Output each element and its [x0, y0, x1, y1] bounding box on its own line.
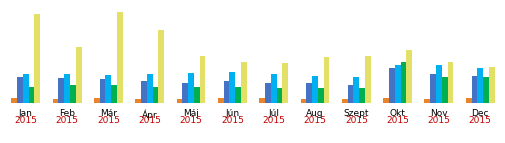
Bar [312, 76, 317, 103]
Text: 2015: 2015 [221, 116, 243, 125]
Bar [400, 62, 406, 103]
Bar [34, 14, 40, 103]
Text: Nov: Nov [429, 109, 447, 118]
Bar [276, 88, 282, 103]
Text: Szept: Szept [343, 109, 368, 118]
Bar [176, 99, 182, 103]
Bar [347, 85, 352, 103]
Bar [182, 83, 188, 103]
Bar [111, 85, 117, 103]
Text: Jan: Jan [19, 109, 33, 118]
Bar [424, 99, 429, 103]
Text: 2015: 2015 [97, 116, 120, 125]
Bar [218, 98, 223, 103]
Bar [447, 62, 452, 103]
Text: 2015: 2015 [262, 116, 284, 125]
Bar [58, 78, 64, 103]
Bar [146, 74, 153, 103]
Bar [94, 98, 99, 103]
Text: Jún: Jún [225, 109, 239, 118]
Text: 2015: 2015 [385, 116, 408, 125]
Bar [259, 98, 265, 103]
Bar [359, 88, 364, 103]
Bar [76, 46, 81, 103]
Bar [323, 57, 329, 103]
Bar [471, 76, 476, 103]
Bar [141, 81, 146, 103]
Bar [352, 78, 359, 103]
Bar [441, 78, 447, 103]
Bar [282, 63, 287, 103]
Bar [199, 56, 205, 103]
Bar [11, 98, 17, 103]
Bar [382, 98, 388, 103]
Text: Júl: Júl [268, 109, 279, 118]
Bar [105, 75, 111, 103]
Bar [240, 62, 246, 103]
Text: 2015: 2015 [303, 116, 326, 125]
Text: Máj: Máj [183, 109, 198, 118]
Bar [429, 74, 435, 103]
Bar [99, 79, 105, 103]
Bar [193, 87, 199, 103]
Text: 2015: 2015 [138, 116, 161, 125]
Bar [465, 98, 471, 103]
Bar [394, 65, 400, 103]
Bar [317, 88, 323, 103]
Text: Aug: Aug [306, 109, 323, 118]
Text: Feb: Feb [59, 109, 75, 118]
Text: 2015: 2015 [14, 116, 37, 125]
Bar [406, 50, 411, 103]
Text: Dec: Dec [471, 109, 488, 118]
Bar [29, 87, 34, 103]
Bar [188, 73, 193, 103]
Bar [388, 68, 394, 103]
Bar [306, 83, 312, 103]
Bar [476, 68, 482, 103]
Bar [223, 81, 229, 103]
Bar [488, 66, 494, 103]
Text: 2015: 2015 [427, 116, 449, 125]
Text: 2015: 2015 [468, 116, 491, 125]
Bar [53, 99, 58, 103]
Bar [270, 74, 276, 103]
Text: 2015: 2015 [344, 116, 367, 125]
Bar [135, 99, 141, 103]
Text: Már: Már [99, 109, 117, 118]
Bar [153, 87, 158, 103]
Bar [341, 99, 347, 103]
Bar [117, 12, 123, 103]
Bar [23, 74, 29, 103]
Bar [235, 87, 240, 103]
Bar [158, 30, 164, 103]
Text: Okt: Okt [389, 109, 405, 118]
Text: 2015: 2015 [179, 116, 202, 125]
Bar [70, 85, 76, 103]
Bar [364, 56, 370, 103]
Bar [229, 72, 235, 103]
Text: 2015: 2015 [56, 116, 78, 125]
Bar [435, 65, 441, 103]
Bar [300, 99, 306, 103]
Bar [64, 74, 70, 103]
Bar [482, 78, 488, 103]
Text: Ápr: Ápr [141, 109, 157, 120]
Bar [17, 78, 23, 103]
Bar [265, 83, 270, 103]
